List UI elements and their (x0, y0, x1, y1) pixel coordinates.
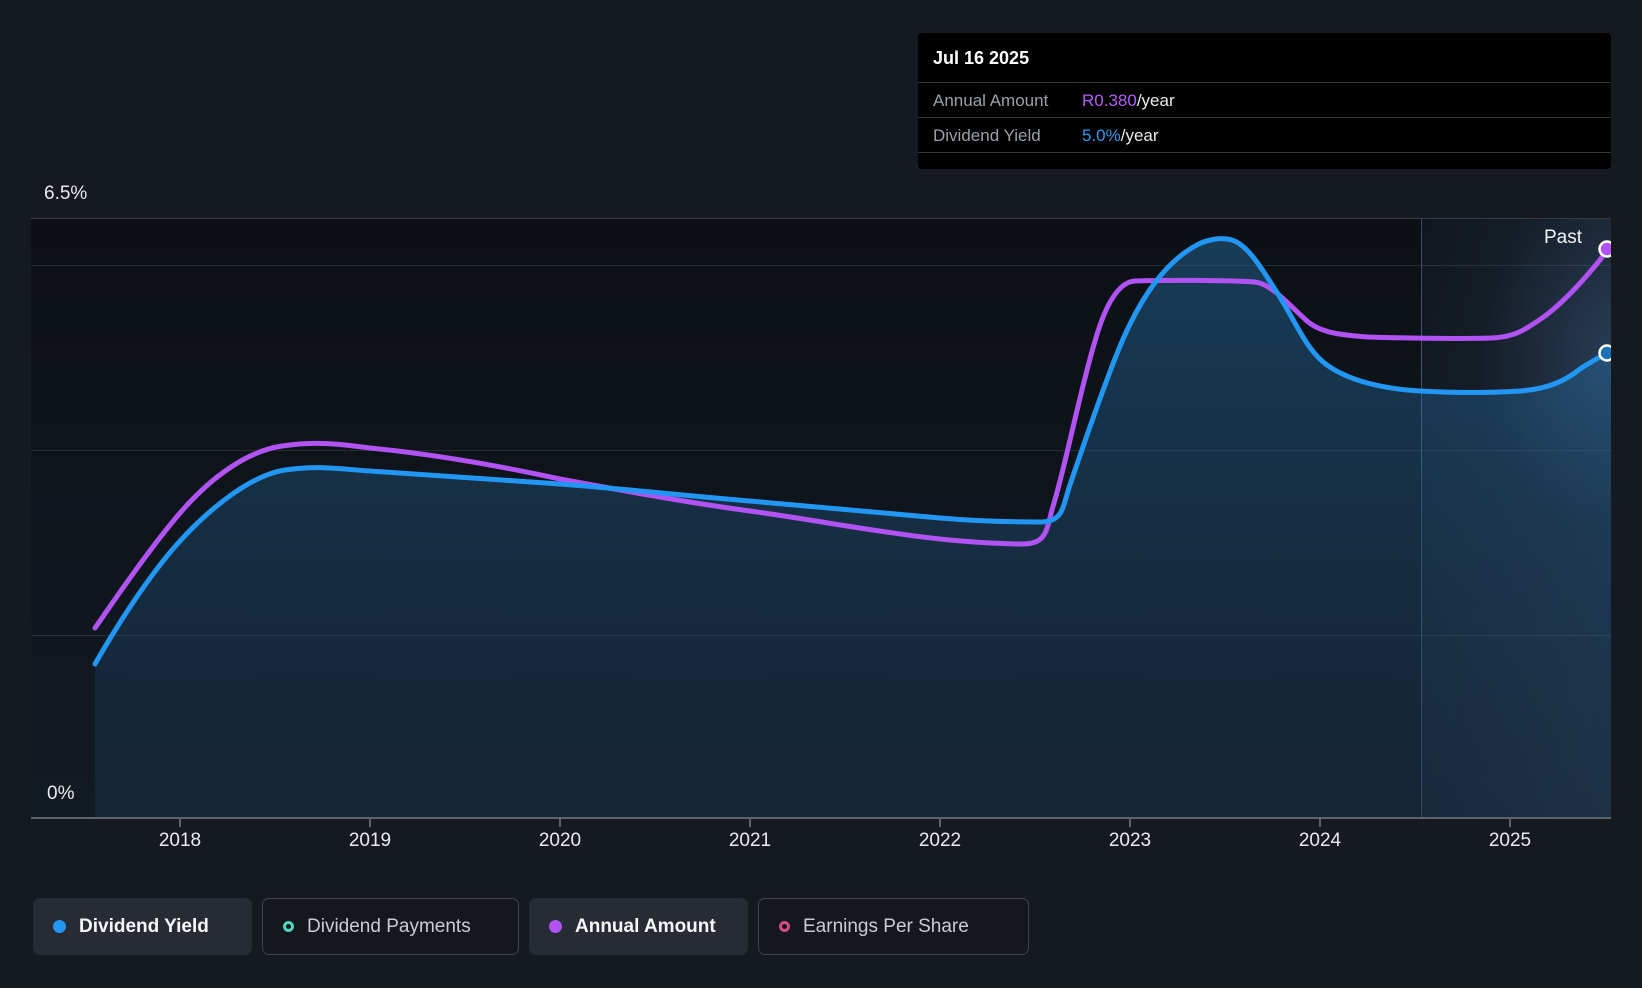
legend-button-dividend-yield[interactable]: Dividend Yield (33, 898, 252, 955)
dividend-payments-ring-icon (283, 921, 294, 932)
x-tick-label-2022: 2022 (918, 830, 962, 851)
x-tick-2018 (179, 819, 181, 827)
annual-amount-dot-icon (549, 920, 562, 933)
legend-label-earnings-per-share: Earnings Per Share (803, 915, 969, 937)
chart-plot-area[interactable] (31, 218, 1611, 818)
x-tick-label-2023: 2023 (1108, 830, 1152, 851)
dividend-yield-line (92, 236, 1610, 667)
x-tick-2024 (1319, 819, 1321, 827)
x-tick-label-2020: 2020 (538, 830, 582, 851)
x-tick-2022 (939, 819, 941, 827)
x-tick-label-2025: 2025 (1488, 830, 1532, 851)
earnings-per-share-ring-icon (779, 921, 790, 932)
tooltip-dividend-yield-label: Dividend Yield (933, 126, 1041, 145)
tooltip-annual-amount-label: Annual Amount (933, 91, 1049, 110)
legend-label-dividend-payments: Dividend Payments (307, 915, 471, 937)
tooltip-dividend-yield-suffix: /year (1120, 126, 1159, 145)
tooltip-row-annual-amount: Annual Amount R0.380/year (918, 83, 1611, 118)
annual-amount-line (92, 246, 1610, 631)
x-tick-label-2018: 2018 (158, 830, 202, 851)
legend-button-annual-amount[interactable]: Annual Amount (529, 898, 748, 955)
x-tick-label-2021: 2021 (728, 830, 772, 851)
tooltip-row-dividend-yield: Dividend Yield 5.0%/year (918, 118, 1611, 153)
x-tick-2019 (369, 819, 371, 827)
past-annotation-label: Past (1544, 227, 1583, 248)
x-axis-line (31, 817, 1611, 819)
x-tick-2023 (1129, 819, 1131, 827)
legend-button-earnings-per-share[interactable]: Earnings Per Share (758, 898, 1029, 955)
tooltip-dividend-yield-value: 5.0% (1082, 126, 1121, 145)
legend-label-dividend-yield: Dividend Yield (79, 915, 209, 937)
annual-amount-end-marker (1598, 240, 1611, 258)
tooltip-annual-amount-suffix: /year (1136, 91, 1175, 110)
legend-button-dividend-payments[interactable]: Dividend Payments (262, 898, 519, 955)
x-tick-2021 (749, 819, 751, 827)
tooltip-date: Jul 16 2025 (918, 33, 1611, 83)
dividend-yield-end-marker (1598, 344, 1611, 362)
chart-canvas (92, 236, 1611, 818)
legend-label-annual-amount: Annual Amount (575, 915, 716, 937)
x-tick-label-2019: 2019 (348, 830, 392, 851)
x-tick-2025 (1509, 819, 1511, 827)
y-axis-top-label: 6.5% (44, 183, 88, 204)
gridline-6pct (31, 265, 1611, 266)
date-tooltip: Jul 16 2025 Annual Amount R0.380/year Div… (918, 33, 1611, 169)
y-axis-zero-label: 0% (47, 783, 75, 804)
x-tick-label-2024: 2024 (1298, 830, 1342, 851)
x-tick-2020 (559, 819, 561, 827)
gridline-4pct (31, 450, 1611, 451)
dividend-yield-dot-icon (53, 920, 66, 933)
tooltip-annual-amount-value: R0.380 (1082, 91, 1137, 110)
